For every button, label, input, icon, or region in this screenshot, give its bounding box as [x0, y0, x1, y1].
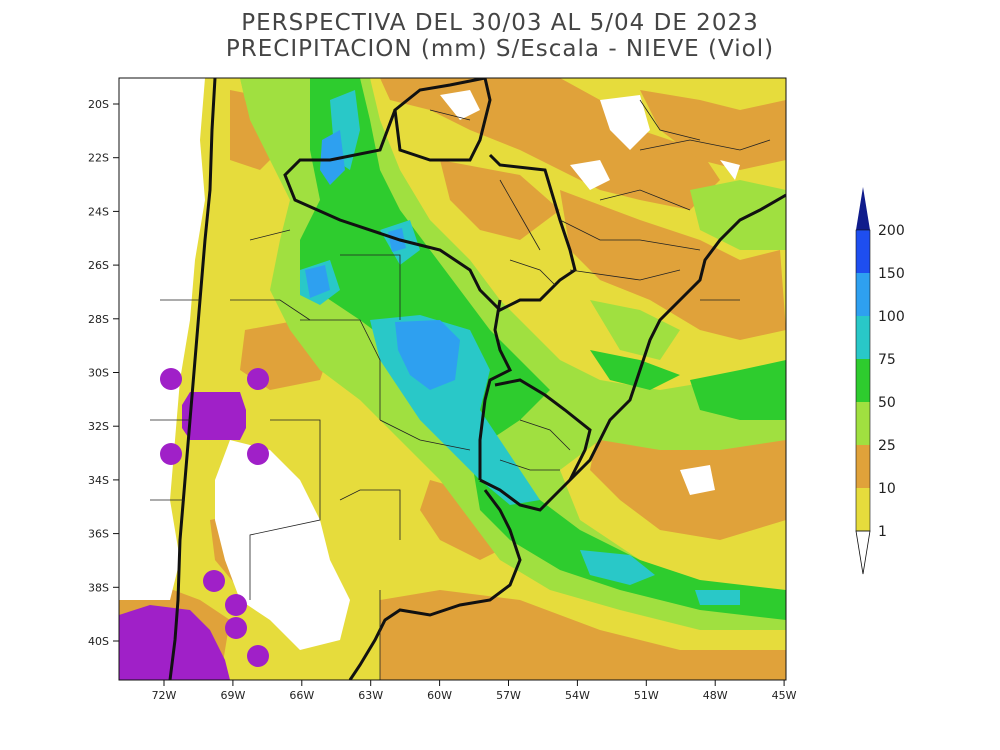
- lon-tick-label: 45W: [772, 689, 797, 702]
- lon-tick-label: 57W: [496, 689, 521, 702]
- snow-areas: [119, 368, 269, 680]
- colorbar-bin-150-200: [856, 230, 870, 273]
- province-borders: [150, 99, 771, 680]
- lat-tick-label: 28S: [88, 313, 109, 326]
- map-title: PERSPECTIVA DEL 30/03 AL 5/04 DE 2023: [241, 10, 759, 36]
- precip-field: [119, 78, 786, 680]
- colorbar-level-label: 50: [878, 395, 896, 411]
- lat-tick-label: 34S: [88, 474, 109, 487]
- colorbar-level-label: 100: [878, 309, 905, 325]
- colorbar-bin-100-150: [856, 273, 870, 316]
- lon-tick-label: 63W: [358, 689, 383, 702]
- colorbar-level-label: 200: [878, 223, 905, 239]
- lat-tick-label: 30S: [88, 367, 109, 380]
- colorbar-bin-1-10: [856, 488, 870, 531]
- lat-tick-label: 38S: [88, 581, 109, 594]
- lon-tick-label: 48W: [703, 689, 728, 702]
- latitude-axis: 20S 22S 24S 26S 28S 30S 32S 34S 36S 38S 40S: [88, 98, 119, 648]
- lon-tick-label: 66W: [289, 689, 314, 702]
- colorbar-level-label: 75: [878, 352, 896, 368]
- lat-tick-label: 32S: [88, 420, 109, 433]
- colorbar-bin-75-100: [856, 316, 870, 359]
- lon-tick-label: 54W: [565, 689, 590, 702]
- colorbar-level-label: 25: [878, 438, 896, 454]
- lat-tick-label: 24S: [88, 205, 109, 218]
- map-subtitle: PRECIPITACION (mm) S/Escala - NIEVE (Vio…: [225, 36, 775, 62]
- colorbar-arrow-bottom: [855, 530, 871, 575]
- colorbar-level-label: 1: [878, 524, 887, 540]
- country-borders: [168, 78, 786, 680]
- lat-tick-label: 22S: [88, 152, 109, 165]
- precip-100-150-areas: [305, 130, 460, 390]
- map-frame: [118, 77, 787, 681]
- lon-tick-label: 60W: [427, 689, 452, 702]
- colorbar-level-label: 150: [878, 266, 905, 282]
- lat-tick-label: 40S: [88, 635, 109, 648]
- dry-areas: [119, 78, 740, 650]
- lon-tick-label: 51W: [634, 689, 659, 702]
- colorbar-bin-10-25: [856, 445, 870, 488]
- lon-tick-label: 69W: [220, 689, 245, 702]
- colorbar-level-label: 10: [878, 481, 896, 497]
- colorbar-bin-50-75: [856, 359, 870, 402]
- lat-tick-label: 26S: [88, 259, 109, 272]
- colorbar-legend: 200 150 100 75 50 25 10 1: [855, 187, 905, 575]
- lat-tick-label: 20S: [88, 98, 109, 111]
- lon-tick-label: 72W: [152, 689, 177, 702]
- lat-tick-label: 36S: [88, 528, 109, 541]
- colorbar-bin-25-50: [856, 402, 870, 445]
- colorbar-arrow-top: [856, 187, 870, 230]
- longitude-axis: 72W 69W 66W 63W 60W 57W 54W 51W 48W 45W: [152, 680, 797, 702]
